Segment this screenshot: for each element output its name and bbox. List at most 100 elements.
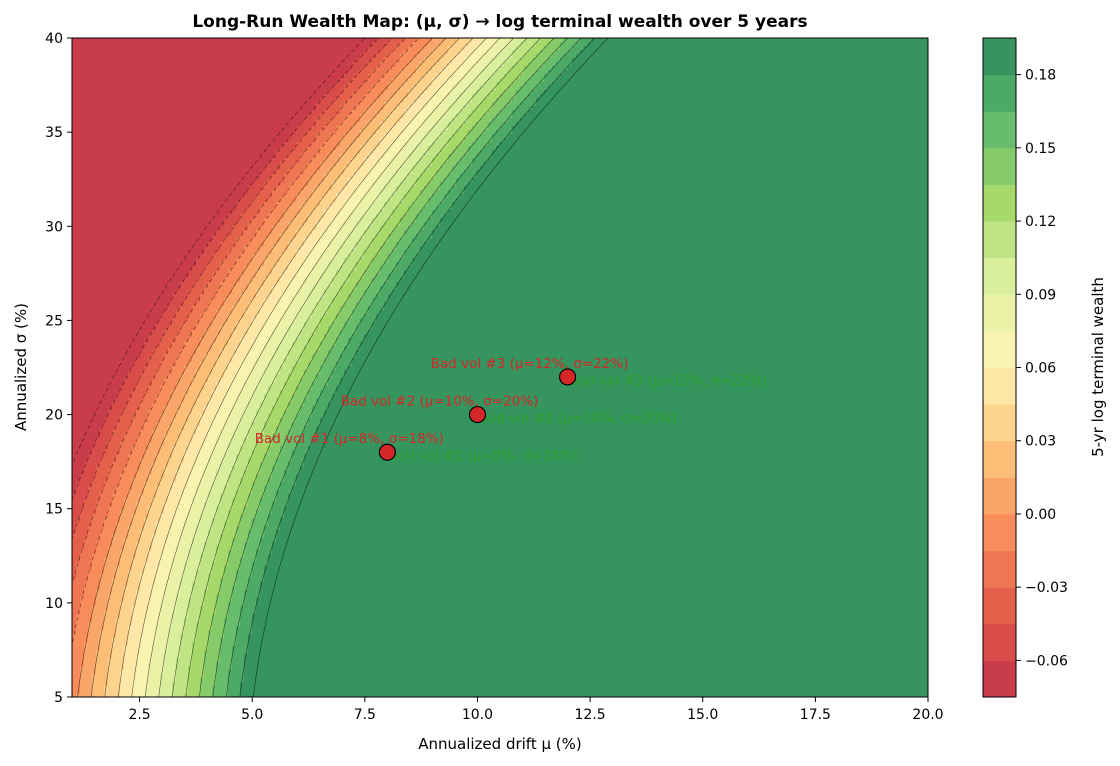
contour-cell [344, 46, 349, 51]
contour-cell [72, 106, 77, 111]
contour-cell [720, 110, 725, 115]
contour-cell [276, 70, 281, 75]
contour-cell [628, 94, 633, 99]
contour-cell [416, 118, 421, 123]
contour-cell [840, 86, 845, 91]
contour-cell [768, 122, 773, 127]
contour-cell [164, 118, 169, 123]
contour-cell [804, 70, 809, 75]
contour-cell [692, 46, 697, 51]
contour-cell [372, 94, 377, 99]
contour-cell [736, 78, 741, 83]
contour-cell [656, 58, 661, 63]
contour-cell [816, 54, 821, 59]
contour-cell [832, 50, 837, 55]
contour-cell [92, 66, 97, 71]
contour-cell [744, 118, 749, 123]
contour-cell [652, 82, 657, 87]
contour-cell [348, 50, 353, 55]
contour-cell [424, 62, 429, 67]
contour-cell [184, 66, 189, 71]
contour-cell [816, 74, 821, 79]
contour-cell [208, 66, 213, 71]
contour-cell [96, 46, 101, 51]
contour-cell [904, 82, 909, 87]
contour-cell [212, 90, 217, 95]
contour-cell [564, 94, 569, 99]
contour-cell [876, 62, 881, 67]
contour-cell [232, 114, 237, 119]
contour-cell [560, 90, 565, 95]
contour-cell [796, 106, 801, 111]
contour-cell [716, 54, 721, 59]
contour-cell [832, 118, 837, 123]
contour-cell [112, 62, 117, 67]
contour-cell [172, 70, 177, 75]
contour-cell [624, 62, 629, 67]
contour-cell [792, 122, 797, 127]
contour-cell [820, 126, 825, 131]
contour-cell [80, 70, 85, 75]
contour-cell [268, 126, 273, 131]
contour-cell [620, 66, 625, 71]
contour-cell [140, 94, 145, 99]
contour-cell [508, 94, 513, 99]
contour-cell [720, 46, 725, 51]
contour-cell [272, 98, 277, 103]
contour-cell [436, 94, 441, 99]
contour-cell [672, 106, 677, 111]
contour-cell [100, 110, 105, 115]
contour-cell [840, 62, 845, 67]
contour-cell [772, 62, 777, 67]
contour-cell [916, 38, 921, 43]
contour-cell [112, 118, 117, 123]
contour-cell [176, 70, 181, 75]
contour-cell [492, 98, 497, 103]
contour-cell [500, 122, 505, 127]
contour-cell [904, 102, 909, 107]
contour-cell [148, 106, 153, 111]
contour-cell [164, 46, 169, 51]
contour-cell [884, 70, 889, 75]
contour-cell [108, 62, 113, 67]
contour-cell [916, 78, 921, 83]
contour-cell [160, 78, 165, 83]
contour-cell [832, 114, 837, 119]
contour-cell [108, 118, 113, 123]
contour-cell [792, 110, 797, 115]
contour-cell [436, 78, 441, 83]
contour-cell [144, 62, 149, 67]
contour-cell [608, 102, 613, 107]
contour-cell [736, 58, 741, 63]
contour-cell [732, 98, 737, 103]
contour-cell [708, 58, 713, 63]
contour-cell [296, 78, 301, 83]
contour-cell [408, 98, 413, 103]
contour-cell [356, 98, 361, 103]
contour-cell [84, 94, 89, 99]
contour-cell [736, 122, 741, 127]
contour-cell [792, 94, 797, 99]
contour-cell [696, 94, 701, 99]
contour-cell [812, 78, 817, 83]
contour-cell [832, 98, 837, 103]
contour-cell [124, 94, 129, 99]
contour-cell [188, 118, 193, 123]
contour-cell [348, 90, 353, 95]
contour-cell [212, 54, 217, 59]
contour-cell [440, 122, 445, 127]
contour-cell [428, 46, 433, 51]
contour-cell [316, 74, 321, 79]
contour-cell [364, 74, 369, 79]
contour-cell [216, 54, 221, 59]
contour-cell [816, 106, 821, 111]
contour-cell [480, 114, 485, 119]
contour-cell [524, 74, 529, 79]
contour-cell [404, 86, 409, 91]
contour-cell [604, 94, 609, 99]
contour-cell [776, 74, 781, 79]
contour-cell [252, 54, 257, 59]
contour-cell [772, 118, 777, 123]
contour-cell [380, 126, 385, 131]
contour-cell [360, 118, 365, 123]
